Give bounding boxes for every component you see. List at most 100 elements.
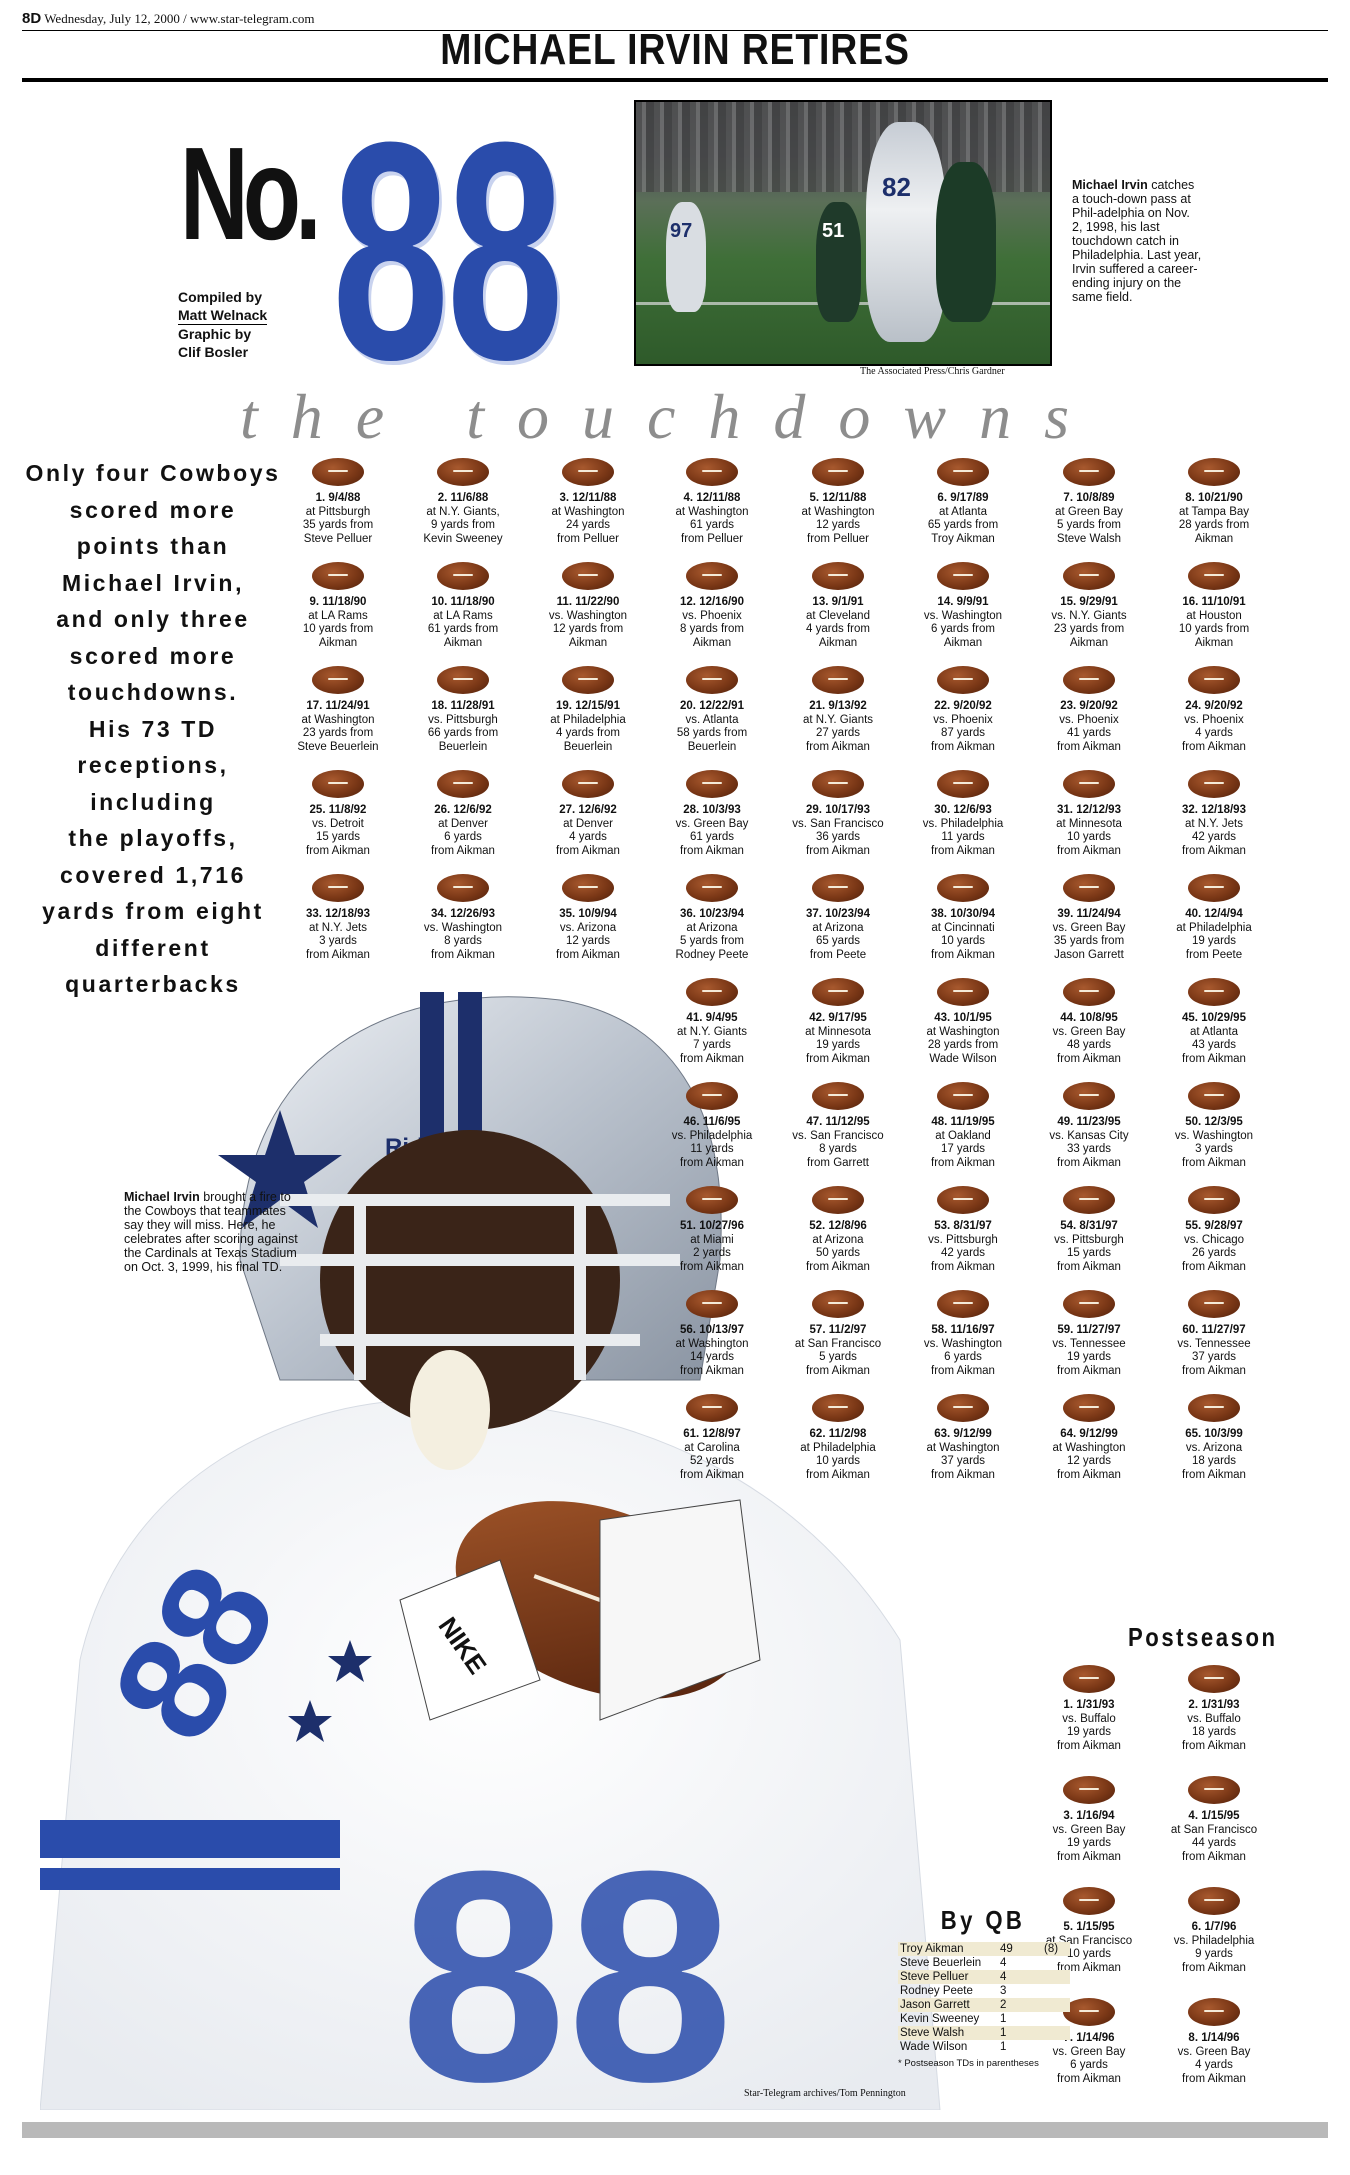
touchdown-detail: 5 yards — [819, 1351, 857, 1363]
caption-text: catches a touch-down pass at Phil-adelph… — [1072, 178, 1202, 304]
touchdown-entry: 7. 10/8/89 at Green Bay 5 yards from Steve … — [1029, 458, 1149, 546]
touchdown-entry: 27. 12/6/92 at Denver 4 yards from Aikman — [528, 770, 648, 858]
touchdown-entry: 29. 10/17/93 vs. San Francisco 36 yards fro… — [778, 770, 898, 858]
football-icon — [1063, 562, 1115, 590]
touchdown-detail: at San Francisco — [1170, 1823, 1258, 1836]
touchdown-number-date: 17. 11/24/91 — [306, 700, 370, 712]
football-icon — [1063, 978, 1115, 1006]
touchdown-entry: 7. 1/14/96 vs. Green Bay 6 yards from Aikma… — [1029, 1998, 1149, 2086]
touchdown-entry: 15. 9/29/91 vs. N.Y. Giants 23 yards from A… — [1029, 562, 1149, 650]
qb-row: Steve Beuerlein 4 — [898, 1956, 1070, 1970]
football-icon — [1063, 1082, 1115, 1110]
touchdown-detail: vs. Washington — [548, 609, 628, 622]
football-icon — [1063, 1394, 1115, 1422]
football-icon — [1188, 770, 1240, 798]
touchdown-detail: vs. Green Bay — [1052, 921, 1126, 934]
qb-count: 1 — [1000, 2041, 1007, 2053]
touchdown-entry: 18. 11/28/91 vs. Pittsburgh 66 yards from B… — [403, 666, 523, 754]
football-icon — [1188, 458, 1240, 486]
touchdown-entry: 33. 12/18/93 at N.Y. Jets 3 yards from Aikm… — [278, 874, 398, 962]
touchdown-entry: 23. 9/20/92 vs. Phoenix 41 yards from Aikma… — [1029, 666, 1149, 754]
qb-row: Steve Walsh 1 — [898, 2026, 1070, 2040]
football-icon — [937, 1394, 989, 1422]
touchdown-number-date: 62. 11/2/98 — [809, 1428, 867, 1440]
touchdown-number-date: 26. 12/6/92 — [434, 804, 492, 816]
touchdown-detail: 52 yards — [689, 1455, 735, 1467]
touchdown-entry: 51. 10/27/96 at Miami 2 yards from Aikman — [652, 1186, 772, 1274]
touchdown-detail: 18 yards — [1191, 1726, 1237, 1738]
touchdown-entry: 63. 9/12/99 at Washington 37 yards from Aik… — [903, 1394, 1023, 1482]
football-icon — [1188, 1290, 1240, 1318]
touchdown-number-date: 6. 1/7/96 — [1191, 1921, 1237, 1933]
jersey-number: 82 — [882, 172, 911, 202]
touchdown-detail: from Aikman — [931, 1156, 995, 1169]
football-icon — [812, 1186, 864, 1214]
touchdown-number-date: 39. 11/24/94 — [1057, 908, 1121, 920]
touchdown-entry: 21. 9/13/92 at N.Y. Giants 27 yards from Ai… — [778, 666, 898, 754]
touchdown-entry: 36. 10/23/94 at Arizona 5 yards from Rodney… — [652, 874, 772, 962]
football-icon — [562, 666, 614, 694]
touchdown-detail: 23 yards from — [1053, 623, 1125, 635]
page-number: 8D — [22, 10, 42, 27]
touchdown-entry: 54. 8/31/97 vs. Pittsburgh 15 yards from Ai… — [1029, 1186, 1149, 1274]
touchdown-entry: 14. 9/9/91 vs. Washington 6 yards from Aikm… — [903, 562, 1023, 650]
football-icon — [1063, 1290, 1115, 1318]
touchdown-number-date: 43. 10/1/95 — [934, 1012, 992, 1024]
touchdown-detail: from Aikman — [1057, 1850, 1121, 1863]
star-icon — [288, 1700, 332, 1742]
action-photo: 97 51 82 — [634, 100, 1052, 366]
touchdown-detail: 6 yards from — [931, 623, 995, 635]
touchdown-number-date: 12. 12/16/90 — [680, 596, 744, 608]
touchdown-detail: at Houston — [1186, 609, 1242, 622]
qb-postseason — [1042, 1984, 1070, 1998]
qb-name: Troy Aikman — [898, 1942, 998, 1956]
touchdown-number-date: 3. 12/11/88 — [559, 492, 617, 504]
intro-line: covered 1,716 — [60, 861, 246, 888]
touchdown-detail: 15 yards — [315, 831, 361, 843]
touchdown-number-date: 38. 10/30/94 — [931, 908, 995, 920]
touchdown-detail: from Aikman — [931, 948, 995, 961]
touchdown-detail: vs. Phoenix — [682, 609, 742, 622]
credit-compiled-name: Matt Welnack — [178, 307, 268, 325]
touchdown-detail: 10 yards — [940, 935, 986, 947]
intro-line: Michael Irvin, — [61, 569, 245, 596]
qb-row: Rodney Peete 3 — [898, 1984, 1070, 1998]
touchdown-detail: from Aikman — [1057, 2072, 1121, 2085]
touchdown-detail: 27 yards — [815, 727, 861, 739]
player-caption: Michael Irvin brought a fire to the Cowb… — [124, 1190, 300, 1274]
folio-line: Wednesday, July 12, 2000 / www.star-tele… — [44, 11, 315, 26]
player-figure — [936, 162, 996, 322]
football-icon — [437, 770, 489, 798]
facemask-icon — [280, 1194, 680, 1380]
touchdown-detail: 35 yards from — [1053, 935, 1125, 947]
touchdown-entry: 62. 11/2/98 at Philadelphia 10 yards from A… — [778, 1394, 898, 1482]
touchdown-detail: 19 yards — [1191, 935, 1237, 947]
touchdown-detail: from Aikman — [1057, 1739, 1121, 1752]
touchdown-detail: vs. Arizona — [1185, 1441, 1243, 1454]
touchdown-entry: 46. 11/6/95 vs. Philadelphia 11 yards from … — [652, 1082, 772, 1170]
qb-count: 2 — [998, 1998, 1042, 2012]
football-icon — [437, 458, 489, 486]
football-icon — [1188, 874, 1240, 902]
touchdown-number-date: 50. 12/3/95 — [1185, 1116, 1243, 1128]
player-photo-credit: Star-Telegram archives/Tom Pennington — [744, 2088, 906, 2099]
touchdown-detail: vs. Pittsburgh — [428, 713, 498, 726]
football-icon — [686, 666, 738, 694]
football-icon — [812, 1394, 864, 1422]
touchdown-entry: 64. 9/12/99 at Washington 12 yards from Aik… — [1029, 1394, 1149, 1482]
photo-caption: Michael Irvin catches a touch-down pass … — [1072, 178, 1202, 304]
football-icon — [686, 1290, 738, 1318]
football-icon — [937, 666, 989, 694]
touchdown-detail: from Aikman — [931, 740, 995, 753]
photo-credit: The Associated Press/Chris Gardner — [860, 366, 1005, 377]
touchdown-detail: from Aikman — [1182, 2072, 1246, 2085]
touchdown-detail: Jason Garrett — [1054, 948, 1124, 961]
touchdown-detail: 10 yards — [1066, 1948, 1112, 1960]
touchdown-entry: 57. 11/2/97 at San Francisco 5 yards from A… — [778, 1290, 898, 1378]
touchdown-detail: 4 yards — [1195, 727, 1233, 739]
touchdown-detail: at Washington — [551, 505, 625, 518]
touchdown-number-date: 52. 12/8/96 — [809, 1220, 867, 1232]
touchdown-detail: at LA Rams — [433, 609, 493, 622]
touchdown-detail: Steve Pelluer — [303, 532, 373, 545]
touchdown-entry: 41. 9/4/95 at N.Y. Giants 7 yards from Aikm… — [652, 978, 772, 1066]
